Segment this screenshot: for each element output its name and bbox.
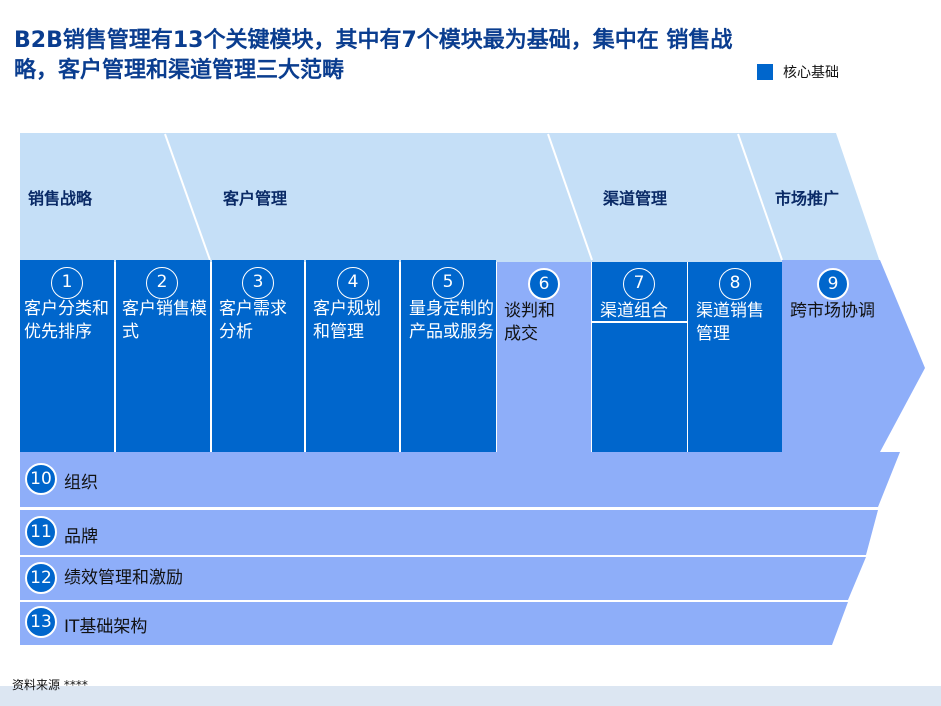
module-text-3: 客户需求分析	[219, 299, 287, 342]
module-number-1: 1	[51, 267, 83, 299]
module-number-9: 9	[817, 268, 849, 300]
module-text-7: 渠道组合	[600, 301, 668, 321]
bar-13	[20, 602, 848, 645]
divider-channel	[737, 133, 783, 261]
module-text-4: 客户规划和管理	[313, 299, 381, 342]
bar-10	[20, 452, 900, 507]
module-number-5: 5	[432, 267, 464, 299]
module-text-5: 量身定制的产品或服务	[409, 299, 494, 342]
category-sales-strategy: 销售战略	[28, 189, 93, 208]
bar-number-13: 13	[25, 606, 57, 638]
footer-band	[0, 686, 941, 706]
module-number-8: 8	[719, 268, 751, 300]
module-text-6: 谈判和成交	[504, 301, 555, 344]
module-number-7: 7	[623, 268, 655, 300]
module-text-8: 渠道销售管理	[696, 301, 764, 344]
bar-label-13: IT基础架构	[64, 617, 148, 637]
module-number-2: 2	[146, 267, 178, 299]
bar-12	[20, 557, 866, 600]
bar-11	[20, 510, 878, 555]
module-number-3: 3	[242, 267, 274, 299]
page-title: B2B销售管理有13个关键模块，其中有7个模块最为基础，集中在 销售战略，客户管…	[14, 28, 733, 83]
module-text-9: 跨市场协调	[790, 301, 875, 321]
bar-label-12: 绩效管理和激励	[64, 568, 183, 588]
arrow-tip	[782, 260, 925, 452]
divider-customer	[547, 133, 593, 261]
category-channel-management: 渠道管理	[603, 189, 668, 208]
divider-sales-strategy	[164, 133, 211, 261]
category-marketing: 市场推广	[775, 189, 840, 208]
bar-number-11: 11	[25, 516, 57, 548]
bar-label-11: 品牌	[64, 527, 98, 547]
module-text-1: 客户分类和优先排序	[24, 299, 109, 342]
legend: 核心基础	[757, 62, 839, 82]
source-note: 资料来源 ****	[12, 678, 88, 692]
legend-label: 核心基础	[783, 65, 839, 81]
bar-label-10: 组织	[64, 473, 98, 493]
module-number-6: 6	[528, 268, 560, 300]
module-text-2: 客户销售模式	[122, 299, 207, 342]
category-customer-management: 客户管理	[223, 189, 288, 208]
bar-number-10: 10	[25, 463, 57, 495]
legend-swatch	[757, 64, 773, 80]
bar-number-12: 12	[25, 562, 57, 594]
module-number-4: 4	[337, 267, 369, 299]
category-header-band	[20, 133, 880, 262]
